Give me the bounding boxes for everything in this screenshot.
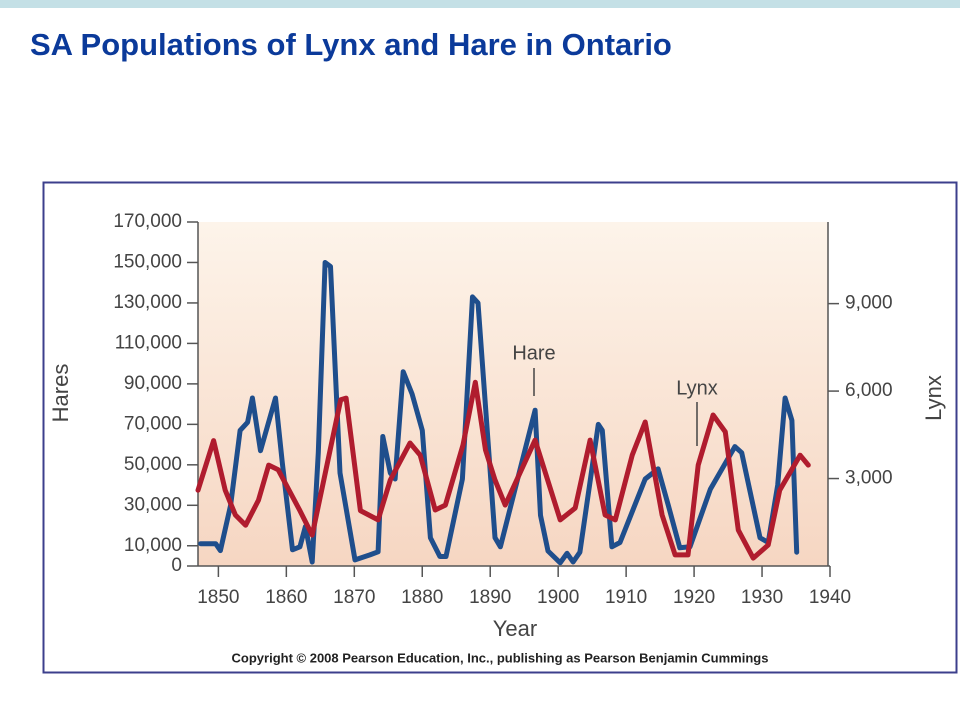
y-tick-label: 70,000	[124, 413, 182, 434]
plot-area	[198, 222, 828, 566]
y-tick-label: 30,000	[124, 494, 182, 515]
y-tick-label: 110,000	[115, 332, 182, 353]
annotation: Lynx	[676, 377, 718, 399]
y-tick-label: 0	[171, 555, 182, 576]
series-line	[198, 260, 800, 566]
x-tick-label: 1900	[537, 587, 579, 608]
annotation: Hare	[512, 342, 555, 364]
y-tick-label: 130,000	[113, 292, 182, 313]
y-tick-label: 170,000	[113, 211, 182, 232]
top-band	[0, 0, 960, 8]
y-axis-label: Hares	[48, 364, 73, 423]
y2-tick-label: 3,000	[845, 468, 893, 489]
y-tick-label: 150,000	[113, 251, 182, 272]
x-tick-label: 1870	[333, 587, 375, 608]
series-line	[195, 379, 811, 561]
y2-tick-label: 9,000	[845, 293, 893, 314]
slide-title: SA Populations of Lynx and Hare in Ontar…	[30, 27, 672, 62]
x-tick-label: 1860	[265, 587, 307, 608]
y-tick-label: 50,000	[124, 454, 182, 475]
y-tick-label: 90,000	[124, 373, 182, 394]
x-tick-label: 1890	[469, 587, 511, 608]
x-tick-label: 1850	[197, 587, 239, 608]
y-tick-label: 10,000	[124, 535, 182, 556]
x-tick-label: 1910	[605, 587, 647, 608]
copyright: Copyright © 2008 Pearson Education, Inc.…	[232, 650, 769, 665]
x-tick-label: 1880	[401, 587, 443, 608]
y2-tick-label: 6,000	[845, 380, 893, 401]
x-tick-label: 1920	[673, 587, 715, 608]
x-tick-label: 1940	[809, 587, 851, 608]
y2-axis-label: Lynx	[921, 375, 946, 421]
x-tick-label: 1930	[741, 587, 783, 608]
x-axis-label: Year	[493, 616, 537, 641]
